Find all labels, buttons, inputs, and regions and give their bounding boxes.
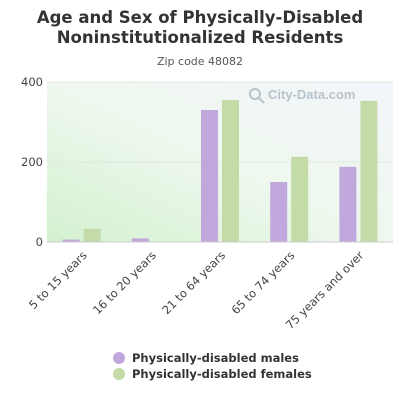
chart-title: Age and Sex of Physically-Disabled Nonin…	[0, 8, 400, 48]
legend-label-males: Physically-disabled males	[132, 351, 299, 365]
watermark-magnifier-handle	[258, 97, 265, 104]
legend: Physically-disabled males Physically-dis…	[113, 350, 312, 382]
legend-swatch-males	[113, 352, 125, 364]
x-tick-label: 75 years and over	[283, 248, 367, 332]
watermark-text: City-Data.com	[268, 87, 355, 102]
y-tick-label: 0	[36, 235, 43, 249]
watermark-magnifier-icon	[249, 88, 261, 100]
chart-title-line-1: Age and Sex of Physically-Disabled	[36, 8, 364, 27]
chart-subtitle: Zip code 48082	[156, 55, 244, 68]
bar-female	[222, 100, 239, 242]
bar-male	[270, 182, 288, 242]
y-tick-label: 200	[21, 155, 43, 169]
bar-male	[201, 110, 218, 242]
legend-swatch-females	[113, 368, 125, 380]
x-tick-label: 21 to 64 years	[159, 248, 228, 317]
bar-male	[339, 166, 357, 242]
bar-male	[62, 239, 80, 242]
y-tick-label: 400	[21, 75, 43, 89]
legend-item-females: Physically-disabled females	[113, 366, 312, 382]
x-tick-label: 16 to 20 years	[90, 248, 159, 317]
legend-item-males: Physically-disabled males	[113, 350, 312, 366]
bar-male	[131, 238, 149, 242]
chart-title-line-2: Noninstitutionalized Residents	[56, 28, 344, 47]
legend-label-females: Physically-disabled females	[132, 367, 312, 381]
watermark: City-Data.com	[249, 87, 355, 104]
x-tick-label: 65 to 74 years	[228, 248, 297, 317]
bar-female	[291, 156, 309, 242]
bar-female	[360, 100, 378, 242]
x-tick-label: 5 to 15 years	[26, 248, 90, 312]
bar-female	[83, 228, 101, 242]
